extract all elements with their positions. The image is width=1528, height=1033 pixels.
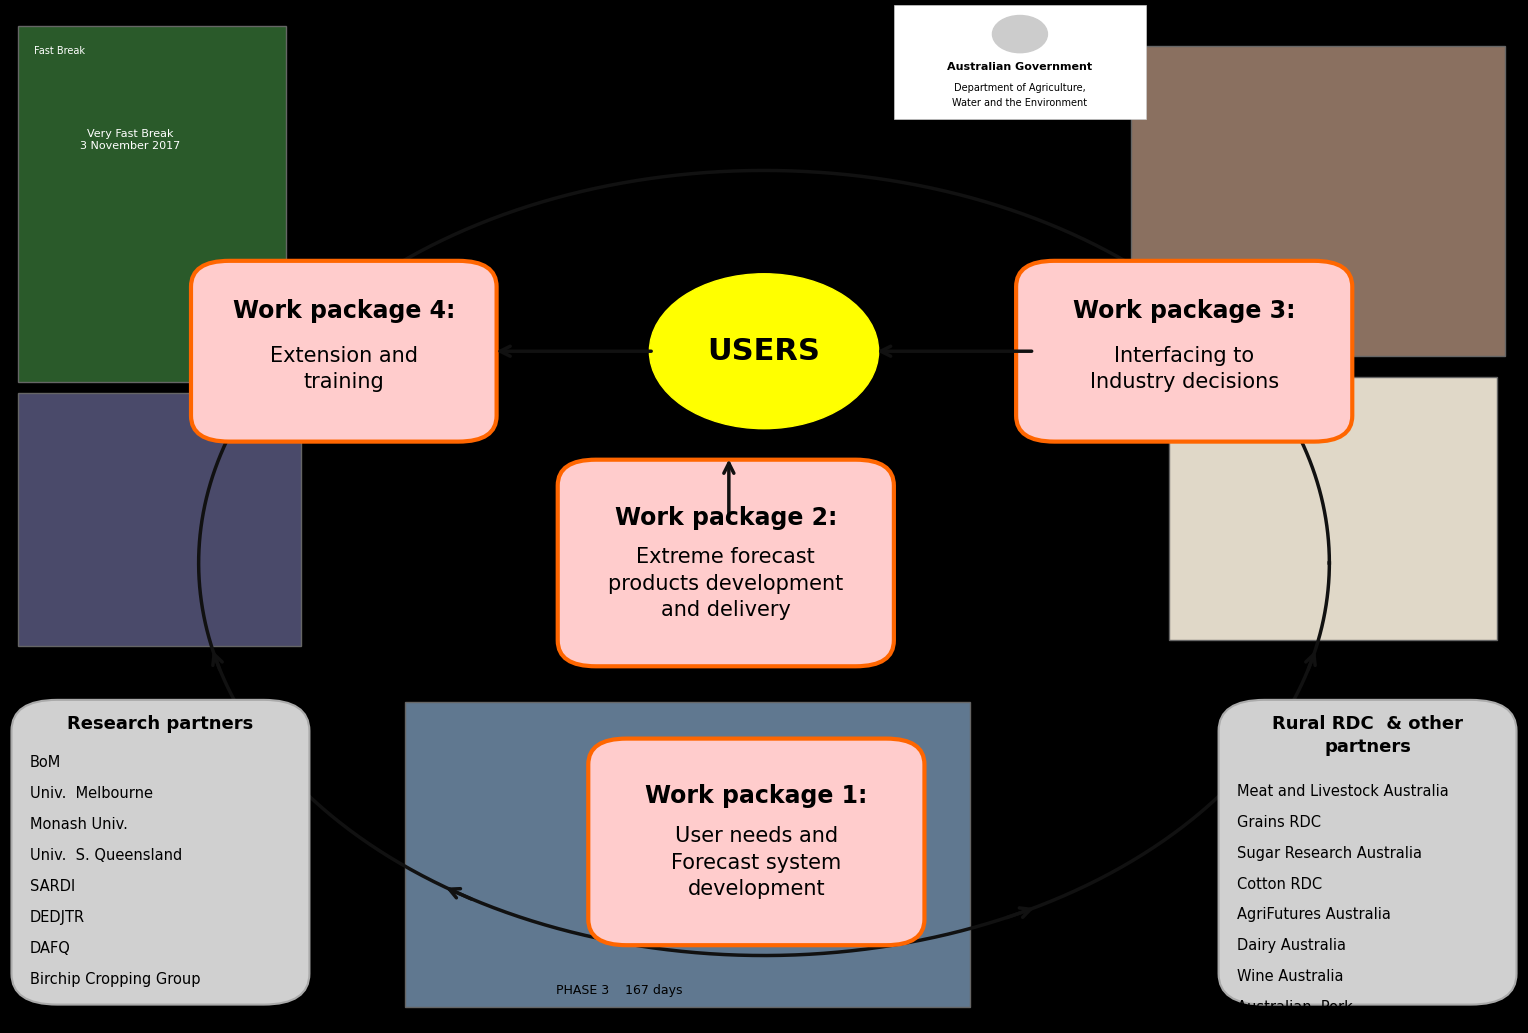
FancyBboxPatch shape [18, 26, 286, 382]
Text: Monash Univ.: Monash Univ. [29, 816, 128, 832]
FancyBboxPatch shape [11, 700, 309, 1004]
Circle shape [992, 15, 1047, 53]
Text: BoM: BoM [29, 754, 61, 770]
FancyBboxPatch shape [1131, 46, 1505, 356]
Circle shape [649, 274, 879, 429]
Text: Cotton RDC: Cotton RDC [1236, 876, 1322, 891]
FancyBboxPatch shape [191, 260, 497, 442]
Text: Dairy Australia: Dairy Australia [1236, 938, 1346, 953]
Text: Extension and
training: Extension and training [270, 346, 417, 393]
Text: Rural RDC  & other
partners: Rural RDC & other partners [1271, 715, 1462, 755]
Text: Fast Break: Fast Break [34, 46, 84, 57]
FancyBboxPatch shape [558, 460, 894, 666]
Text: Extreme forecast
products development
and delivery: Extreme forecast products development an… [608, 547, 843, 620]
Text: SARDI: SARDI [29, 878, 75, 894]
Text: Univ.  S. Queensland: Univ. S. Queensland [29, 847, 182, 863]
FancyBboxPatch shape [1016, 260, 1352, 442]
Text: PHASE 3    167 days: PHASE 3 167 days [556, 983, 681, 997]
Text: Work package 1:: Work package 1: [645, 784, 868, 809]
FancyBboxPatch shape [405, 702, 970, 1007]
FancyBboxPatch shape [894, 5, 1146, 119]
FancyBboxPatch shape [588, 739, 924, 945]
Text: Grains RDC: Grains RDC [1236, 814, 1320, 829]
Text: Sugar Research Australia: Sugar Research Australia [1236, 845, 1423, 860]
Text: AgriFutures Australia: AgriFutures Australia [1236, 907, 1390, 922]
Text: Work package 2:: Work package 2: [614, 505, 837, 530]
FancyBboxPatch shape [1169, 377, 1497, 640]
Text: User needs and
Forecast system
development: User needs and Forecast system developme… [671, 826, 842, 899]
Text: USERS: USERS [707, 337, 821, 366]
Text: Birchip Cropping Group: Birchip Cropping Group [29, 971, 200, 987]
Text: Department of Agriculture,: Department of Agriculture, [953, 83, 1086, 93]
Text: Meat and Livestock Australia: Meat and Livestock Australia [1236, 783, 1449, 799]
Text: Work package 4:: Work package 4: [232, 300, 455, 323]
FancyBboxPatch shape [1218, 700, 1516, 1004]
Text: Research partners: Research partners [67, 715, 254, 733]
Text: DEDJTR: DEDJTR [29, 910, 86, 925]
Text: Univ.  Melbourne: Univ. Melbourne [29, 786, 153, 801]
Text: Wine Australia: Wine Australia [1236, 969, 1343, 984]
Text: Water and the Environment: Water and the Environment [952, 98, 1088, 108]
Text: Interfacing to
Industry decisions: Interfacing to Industry decisions [1089, 346, 1279, 393]
Text: Australian  Pork: Australian Pork [1236, 1000, 1352, 1015]
Text: DAFQ: DAFQ [29, 941, 70, 956]
FancyBboxPatch shape [18, 393, 301, 646]
Text: Work package 3:: Work package 3: [1073, 300, 1296, 323]
Text: Australian Government: Australian Government [947, 62, 1093, 72]
Text: Very Fast Break
3 November 2017: Very Fast Break 3 November 2017 [79, 129, 180, 151]
